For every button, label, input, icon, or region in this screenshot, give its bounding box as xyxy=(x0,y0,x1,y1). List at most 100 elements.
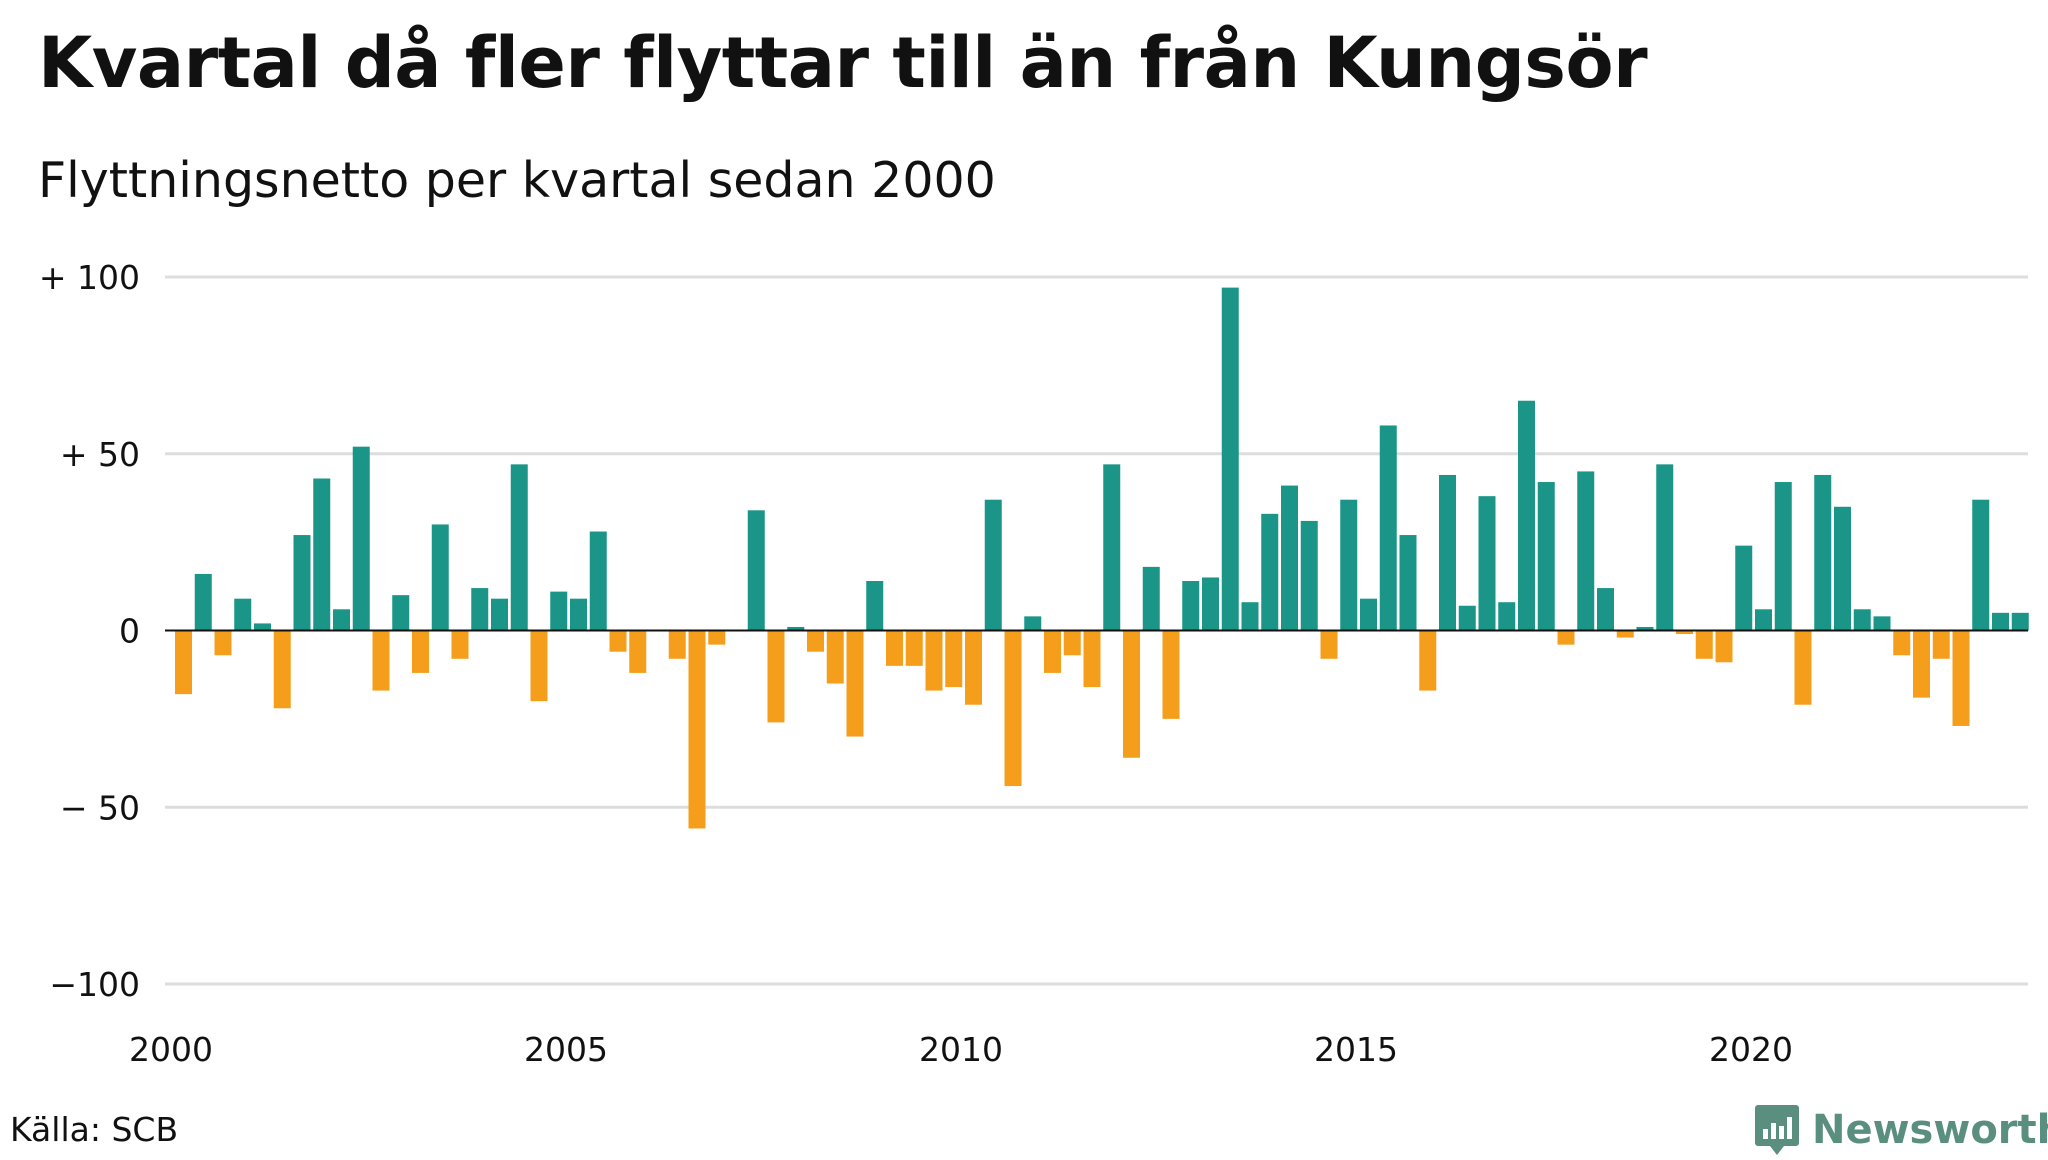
bar-negative xyxy=(1893,630,1911,656)
y-tick-label: + 50 xyxy=(60,435,140,474)
bar-positive xyxy=(1537,482,1555,631)
y-tick-label: − 50 xyxy=(60,788,140,827)
bar-negative xyxy=(1162,630,1180,719)
bar-chart: + 100 + 50 0 − 50 −100 2000 2005 2010 2015 2020 xyxy=(39,258,2029,1069)
bar-negative xyxy=(1557,630,1575,645)
bar-negative xyxy=(807,630,824,652)
bar-positive xyxy=(866,581,884,631)
bar-positive xyxy=(234,598,252,631)
bar-negative xyxy=(1044,630,1061,673)
bar-positive xyxy=(2011,612,2029,631)
bar-positive xyxy=(1814,474,1832,631)
x-tick-label: 2000 xyxy=(129,1030,213,1069)
bar-negative xyxy=(1952,630,1970,726)
bar-positive xyxy=(1577,471,1595,631)
x-tick-label: 2015 xyxy=(1314,1030,1398,1069)
bar-negative xyxy=(945,630,963,688)
bar-negative xyxy=(767,630,785,723)
bar-positive xyxy=(1518,400,1535,631)
bar-positive xyxy=(787,626,805,631)
bar-negative xyxy=(372,630,390,691)
bar-positive xyxy=(1340,499,1358,631)
bar-positive xyxy=(1202,577,1219,631)
newsworthy-logo[interactable]: Newsworthy xyxy=(1754,1100,2048,1160)
bar-positive xyxy=(1992,612,2009,631)
bar-positive xyxy=(1241,602,1259,631)
bar-positive xyxy=(570,598,587,631)
bar-positive xyxy=(293,535,311,631)
bar-positive xyxy=(1853,609,1871,631)
bar-positive xyxy=(1458,605,1476,631)
bar-negative xyxy=(451,630,469,659)
bar-negative xyxy=(1063,630,1081,656)
chart-title: Kvartal då fler flyttar till än från Kun… xyxy=(38,22,1648,104)
bar-positive xyxy=(1735,545,1753,631)
bar-positive xyxy=(1636,626,1654,631)
bar-negative xyxy=(1123,630,1140,758)
bar-positive xyxy=(1360,598,1377,631)
bar-negative xyxy=(1715,630,1733,663)
bar-negative xyxy=(905,630,923,666)
bar-positive xyxy=(510,464,528,631)
bar-positive xyxy=(550,591,568,631)
newsworthy-logo-text: Newsworthy xyxy=(1812,1107,2048,1153)
bar-positive xyxy=(1103,464,1121,631)
bars xyxy=(175,287,2029,829)
bar-negative xyxy=(708,630,726,645)
bar-negative xyxy=(1794,630,1812,705)
bar-positive xyxy=(1024,616,1042,631)
bar-positive xyxy=(254,623,271,631)
bar-positive xyxy=(1281,485,1298,631)
y-axis-ticks: + 100 + 50 0 − 50 −100 xyxy=(39,258,140,1004)
bar-negative xyxy=(1932,630,1950,659)
bar-negative xyxy=(1004,630,1022,787)
bar-negative xyxy=(1083,630,1101,688)
bar-positive xyxy=(1300,520,1318,631)
bar-negative xyxy=(668,630,686,659)
bar-positive xyxy=(1834,506,1851,631)
bar-negative xyxy=(1320,630,1338,659)
bar-negative xyxy=(1616,630,1634,638)
bar-positive xyxy=(747,510,765,631)
bar-negative xyxy=(412,630,429,673)
bar-positive xyxy=(1399,535,1417,631)
bar-positive xyxy=(352,446,370,631)
bar-positive xyxy=(1873,616,1891,631)
bar-positive xyxy=(1597,588,1614,631)
x-tick-label: 2005 xyxy=(524,1030,608,1069)
bar-positive xyxy=(392,595,410,631)
y-tick-label: 0 xyxy=(119,612,140,651)
gridlines xyxy=(165,275,2028,986)
bar-positive xyxy=(1182,581,1200,631)
bar-positive xyxy=(471,588,489,631)
bar-negative xyxy=(1913,630,1930,698)
bar-positive xyxy=(1755,609,1772,631)
source-note: Källa: SCB xyxy=(10,1110,179,1149)
bar-positive xyxy=(431,524,449,631)
bar-positive xyxy=(313,478,331,631)
bar-negative xyxy=(609,630,627,652)
bar-positive xyxy=(1656,464,1674,631)
bar-positive xyxy=(1221,287,1239,631)
bar-negative xyxy=(530,630,548,702)
bar-positive xyxy=(1774,482,1792,631)
bar-negative xyxy=(1419,630,1437,691)
bar-positive xyxy=(1379,425,1397,631)
newsworthy-logo-icon xyxy=(1755,1105,1799,1155)
x-tick-label: 2010 xyxy=(919,1030,1003,1069)
chart-subtitle: Flyttningsnetto per kvartal sedan 2000 xyxy=(38,152,996,209)
bar-positive xyxy=(1972,499,1990,631)
bar-positive xyxy=(1142,566,1160,631)
bar-positive xyxy=(589,531,607,631)
y-tick-label: −100 xyxy=(49,965,140,1004)
x-axis-ticks: 2000 2005 2010 2015 2020 xyxy=(129,1030,1793,1069)
bar-positive xyxy=(491,598,508,631)
bar-negative xyxy=(846,630,864,737)
bar-positive xyxy=(333,609,350,631)
y-tick-label: + 100 xyxy=(39,258,140,297)
bar-negative xyxy=(965,630,982,705)
bar-positive xyxy=(1498,602,1516,631)
x-tick-label: 2020 xyxy=(1709,1030,1793,1069)
bar-positive xyxy=(1478,496,1496,631)
bar-positive xyxy=(194,573,212,631)
